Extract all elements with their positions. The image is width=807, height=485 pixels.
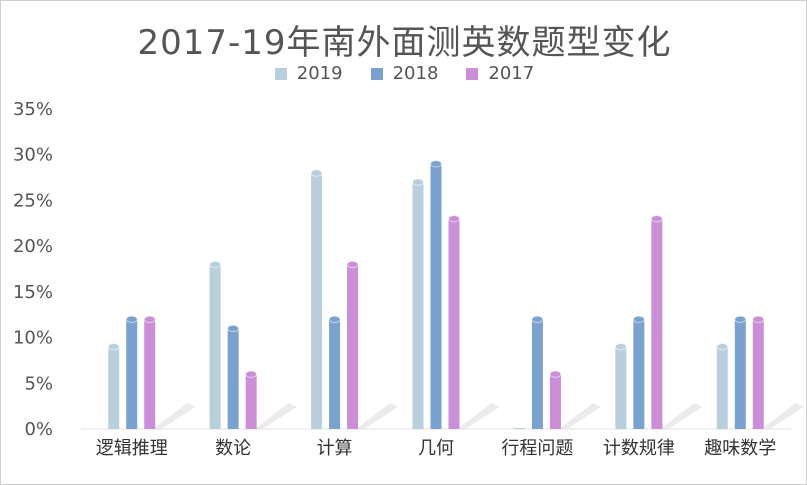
bar-shadow: [254, 403, 297, 429]
bar-shadow: [660, 403, 703, 429]
x-category-label: 几何: [418, 438, 454, 459]
y-tick-label: 5%: [24, 373, 53, 394]
bar-2018: [329, 319, 341, 429]
y-tick-label: 35%: [13, 99, 53, 120]
bar-2019: [615, 346, 627, 429]
x-category-label: 行程问题: [501, 438, 573, 459]
bar-2018: [430, 163, 442, 429]
bar-2017: [549, 374, 561, 429]
legend-swatch-2017: [466, 67, 479, 80]
bar-2019: [311, 173, 323, 429]
bar-2018: [633, 319, 645, 429]
bar-cap-2018: [430, 160, 442, 168]
x-category-label: 计算: [317, 438, 353, 459]
bar-cap-2018: [531, 315, 544, 323]
bar-cap-2018: [328, 315, 341, 323]
bar-2017: [448, 218, 460, 429]
x-category-label: 逻辑推理: [96, 438, 168, 459]
bar-2017: [651, 218, 663, 429]
bar-cap-2017: [549, 370, 562, 378]
bar-cap-2017: [346, 260, 359, 269]
bar-2017: [752, 319, 764, 429]
bar-cap-2017: [245, 370, 258, 378]
bar-2019: [209, 264, 221, 429]
bar-shadow: [153, 403, 196, 429]
bar-cap-2017: [650, 215, 663, 223]
bar-cap-2018: [734, 315, 747, 323]
bar-2019: [513, 428, 525, 429]
x-category-label: 趣味数学: [704, 438, 776, 459]
y-axis: 0% 5% 10% 15% 20% 25% 30% 35%: [13, 99, 53, 440]
bar-shadow: [761, 403, 804, 429]
bar-cap-2017: [143, 315, 156, 323]
bar-2019: [716, 346, 728, 429]
chart-title: 2017-19年南外面测英数题型变化: [137, 23, 672, 63]
bar-cap-2018: [125, 315, 138, 323]
bar-2018: [531, 319, 543, 429]
legend: 2019 2018 2017: [1, 63, 807, 84]
bar-2018: [126, 319, 138, 429]
legend-item-2017: 2017: [466, 63, 534, 84]
legend-swatch-2019: [274, 67, 287, 80]
bars: [107, 160, 765, 429]
bar-2017: [245, 374, 257, 429]
y-tick-label: 30%: [13, 145, 53, 166]
bar-cap-2019: [209, 260, 222, 269]
bar-2019: [412, 182, 424, 429]
bar-2018: [227, 328, 239, 429]
bar-shadows: [153, 403, 804, 429]
y-tick-label: 10%: [13, 328, 53, 349]
bar-cap-2019: [107, 343, 120, 351]
bar-cap-2018: [632, 315, 645, 323]
x-category-label: 计数规律: [603, 438, 675, 459]
legend-swatch-2018: [370, 67, 383, 80]
x-category-label: 数论: [215, 438, 251, 459]
bar-cap-2019: [310, 169, 323, 177]
y-tick-label: 20%: [13, 236, 53, 257]
bar-cap-2019: [716, 343, 729, 351]
y-tick-label: 15%: [13, 282, 53, 303]
x-axis: 逻辑推理 数论 计算 几何 行程问题 计数规律 趣味数学: [96, 438, 777, 459]
bar-cap-2019: [614, 343, 627, 351]
bar-shadow: [457, 403, 500, 429]
bar-shadow: [356, 403, 399, 429]
y-tick-label: 25%: [13, 190, 53, 211]
legend-item-2019: 2019: [274, 63, 343, 84]
legend-item-2018: 2018: [370, 63, 439, 84]
legend-label-2018: 2018: [392, 63, 439, 84]
legend-label-2019: 2019: [296, 63, 343, 84]
bar-cap-2017: [752, 315, 765, 323]
bar-cap-2019: [412, 178, 424, 186]
bar-2017: [144, 319, 156, 429]
bar-shadow: [558, 403, 601, 429]
y-tick-label: 0%: [24, 419, 53, 440]
bar-2019: [108, 346, 120, 429]
legend-label-2017: 2017: [488, 63, 535, 84]
bar-cap-2018: [227, 324, 240, 333]
bar-2018: [734, 319, 746, 429]
bar-2017: [347, 264, 359, 429]
bar-cap-2017: [448, 215, 460, 223]
